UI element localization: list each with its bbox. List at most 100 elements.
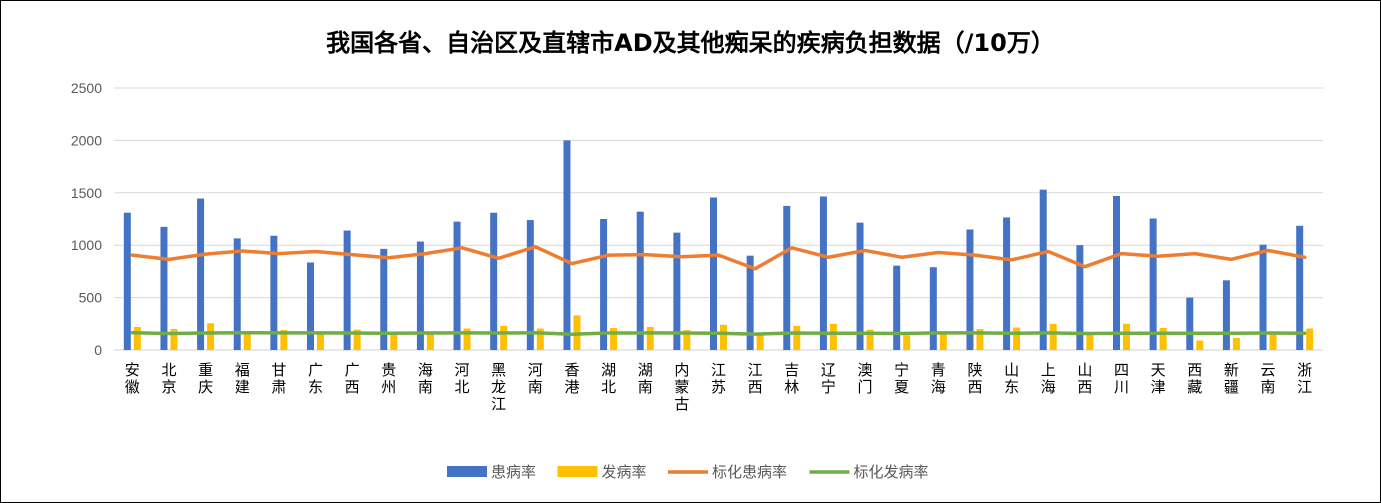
line-标化发病率 [130,330,1307,337]
x-tick-label: 北京 [161,361,176,396]
bar-患病率 [307,262,314,350]
y-tick-label: 1500 [71,185,102,201]
y-tick-label: 2500 [71,80,102,96]
bar-患病率 [1222,280,1230,350]
bar-患病率 [380,248,388,350]
y-tick-label: 2000 [71,132,102,148]
legend-label: 发病率 [602,463,647,481]
y-tick-label: 0 [94,342,102,358]
bar-患病率 [710,197,717,350]
x-tick-label: 香港 [564,361,579,396]
bar-患病率 [1003,217,1011,350]
x-tick-label: 海南 [418,361,433,396]
bar-发病率 [243,334,251,350]
bar-发病率 [829,323,837,350]
bar-患病率 [673,232,681,350]
bar-患病率 [563,140,571,350]
x-tick-label: 黑龙江 [491,361,506,413]
bar-患病率 [600,219,608,350]
bar-发病率 [353,329,361,350]
bar-发病率 [976,329,984,350]
bar-患病率 [1186,297,1194,350]
x-tick-label: 河北 [455,361,470,396]
bar-发病率 [207,323,215,350]
bar-发病率 [1159,327,1167,350]
bar-发病率 [317,333,324,350]
bar-发病率 [1196,340,1204,350]
x-tick-label: 湖南 [638,361,653,396]
bar-发病率 [646,326,654,350]
bar-患病率 [1113,195,1120,350]
bar-发病率 [426,333,434,350]
bar-发病率 [133,326,141,350]
bar-发病率 [1123,323,1130,350]
x-tick-label: 辽宁 [821,361,836,396]
x-tick-label: 山西 [1077,361,1092,396]
x-tick-label: 云南 [1261,361,1276,396]
x-tick-label: 新疆 [1224,361,1239,396]
bar-发病率 [280,330,288,350]
bar-发病率 [1086,333,1094,350]
bar-患病率 [819,196,827,350]
x-tick-label: 福建 [235,361,250,396]
x-tick-label: 江苏 [711,361,726,396]
bar-发病率 [683,330,691,350]
bar-发病率 [756,335,764,350]
bar-发病率 [536,328,544,350]
bar-患病率 [233,238,241,350]
bar-发病率 [1269,332,1277,350]
bar-发病率 [390,334,398,350]
legend-label: 标化患病率 [712,463,787,481]
chart-title: 我国各省、自治区及直辖市AD及其他痴呆的疾病负担数据（/10万） [326,29,1055,57]
bar-患病率 [929,267,937,350]
bar-发病率 [1049,323,1057,350]
x-tick-label: 四川 [1114,361,1129,396]
bar-患病率 [416,241,424,350]
bar-发病率 [500,325,508,350]
bar-患病率 [1296,225,1304,350]
y-tick-label: 1000 [71,237,102,253]
bar-发病率 [939,333,947,350]
bar-患病率 [270,235,278,350]
x-tick-label: 天津 [1151,361,1166,396]
x-tick-label: 湖北 [601,361,616,396]
legend-label: 患病率 [491,463,536,481]
x-tick-label: 澳门 [858,361,873,396]
bar-患病率 [197,198,205,350]
bar-发病率 [463,328,471,350]
bar-发病率 [1306,328,1314,350]
x-tick-label: 甘肃 [271,361,286,396]
bar-发病率 [793,325,801,350]
bar-患病率 [966,229,974,350]
bar-患病率 [1149,218,1157,350]
bar-患病率 [856,222,864,350]
legend-swatch [447,466,487,477]
x-tick-label: 安徽 [125,361,140,396]
bar-患病率 [453,221,461,350]
bar-发病率 [903,335,911,350]
legend-swatch [557,466,598,477]
x-tick-label: 山东 [1004,361,1019,396]
x-tick-label: 内蒙古 [674,361,689,413]
legend-label: 标化发病率 [854,463,929,481]
x-tick-label: 重庆 [198,361,213,396]
x-tick-label: 上海 [1041,361,1056,396]
bar-发病率 [1013,327,1021,350]
bar-发病率 [720,324,727,350]
x-tick-label: 江西 [748,361,763,396]
y-tick-label: 500 [79,290,103,306]
bar-患病率 [1259,244,1267,350]
x-tick-label: 西藏 [1187,361,1202,396]
bar-患病率 [1039,189,1047,350]
bar-患病率 [526,220,534,350]
x-tick-label: 青海 [931,361,946,396]
bar-发病率 [170,329,178,350]
bar-患病率 [1076,245,1084,350]
x-tick-label: 贵州 [381,361,396,396]
x-tick-label: 吉林 [784,361,799,396]
x-tick-label: 宁夏 [894,361,909,396]
bar-发病率 [866,329,874,350]
bar-患病率 [636,211,644,350]
